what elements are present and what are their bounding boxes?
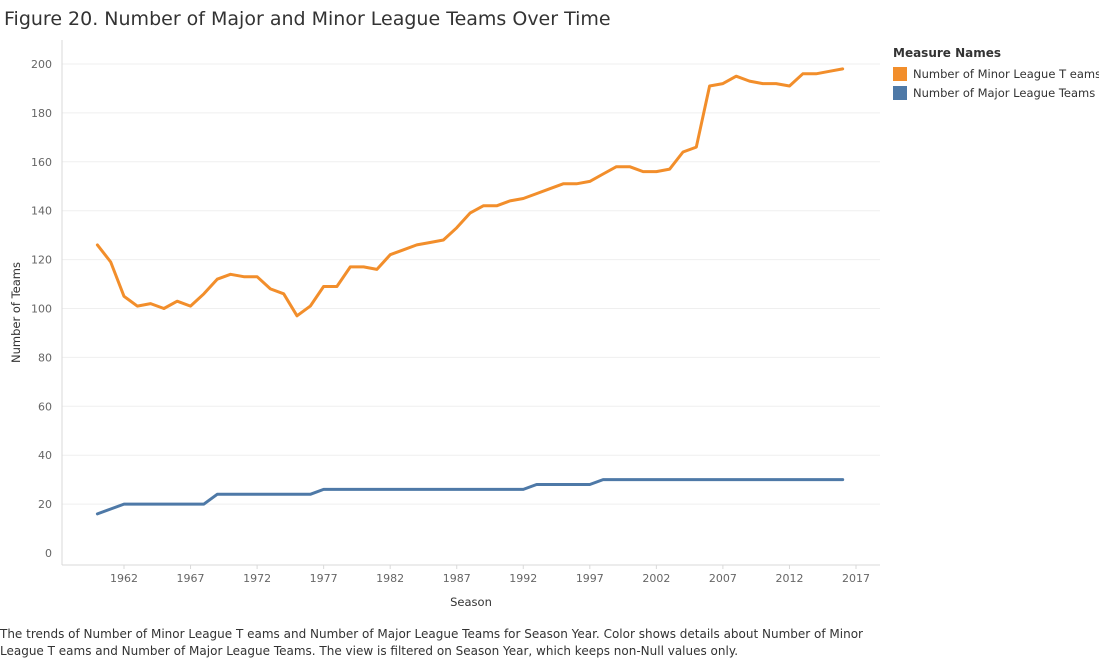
- legend-label-minor: Number of Minor League T eams: [913, 66, 1099, 81]
- y-tick-label: 140: [31, 205, 52, 218]
- x-tick-label: 2002: [642, 572, 670, 585]
- legend-item-minor[interactable]: Number of Minor League T eams: [893, 64, 1099, 83]
- x-axis: 1962 1967 1972 1977 1982 1987 1992 1997 2002 2007…: [62, 564, 880, 585]
- y-tick-label: 100: [31, 303, 52, 316]
- x-tick-label: 2007: [709, 572, 737, 585]
- x-tick-label: 2017: [842, 572, 870, 585]
- y-tick-label: 120: [31, 254, 52, 267]
- series-lines: [95, 67, 845, 516]
- y-tick-label: 200: [31, 58, 52, 71]
- y-tick-label: 60: [38, 400, 52, 413]
- series-line-major-league[interactable]: [95, 478, 845, 516]
- y-axis: 0 20 40 60 80 100 120 140 160 180 200: [31, 40, 63, 565]
- y-tick-label: 80: [38, 351, 52, 364]
- gridlines: [62, 63, 880, 505]
- chart-caption: The trends of Number of Minor League T e…: [0, 627, 863, 658]
- x-tick-label: 1967: [177, 572, 205, 585]
- x-tick-label: 1977: [310, 572, 338, 585]
- x-tick-label: 1987: [443, 572, 471, 585]
- y-tick-label: 40: [38, 449, 52, 462]
- y-tick-label: 180: [31, 107, 52, 120]
- y-tick-label: 0: [45, 547, 52, 560]
- chart-title: Figure 20. Number of Major and Minor Lea…: [4, 8, 611, 30]
- series-line-minor-league[interactable]: [95, 67, 845, 318]
- x-tick-label: 1962: [110, 572, 138, 585]
- line-chart: 0 20 40 60 80 100 120 140 160 180 200 1962 1967 1972…: [9, 40, 880, 609]
- x-axis-title: Season: [450, 595, 492, 609]
- legend: Measure Names Number of Minor League T e…: [893, 46, 1099, 102]
- x-tick-label: 2012: [775, 572, 803, 585]
- legend-item-major[interactable]: Number of Major League Teams: [893, 83, 1099, 102]
- y-tick-label: 160: [31, 156, 52, 169]
- legend-title: Measure Names: [893, 46, 1002, 60]
- x-tick-label: 1992: [509, 572, 537, 585]
- y-tick-label: 20: [38, 498, 52, 511]
- y-axis-title: Number of Teams: [9, 262, 23, 363]
- legend-label-major: Number of Major League Teams: [913, 85, 1096, 100]
- x-tick-label: 1982: [376, 572, 404, 585]
- legend-swatch-major: [893, 85, 907, 100]
- x-tick-label: 1972: [243, 572, 271, 585]
- legend-swatch-minor: [893, 66, 907, 81]
- x-tick-label: 1997: [576, 572, 604, 585]
